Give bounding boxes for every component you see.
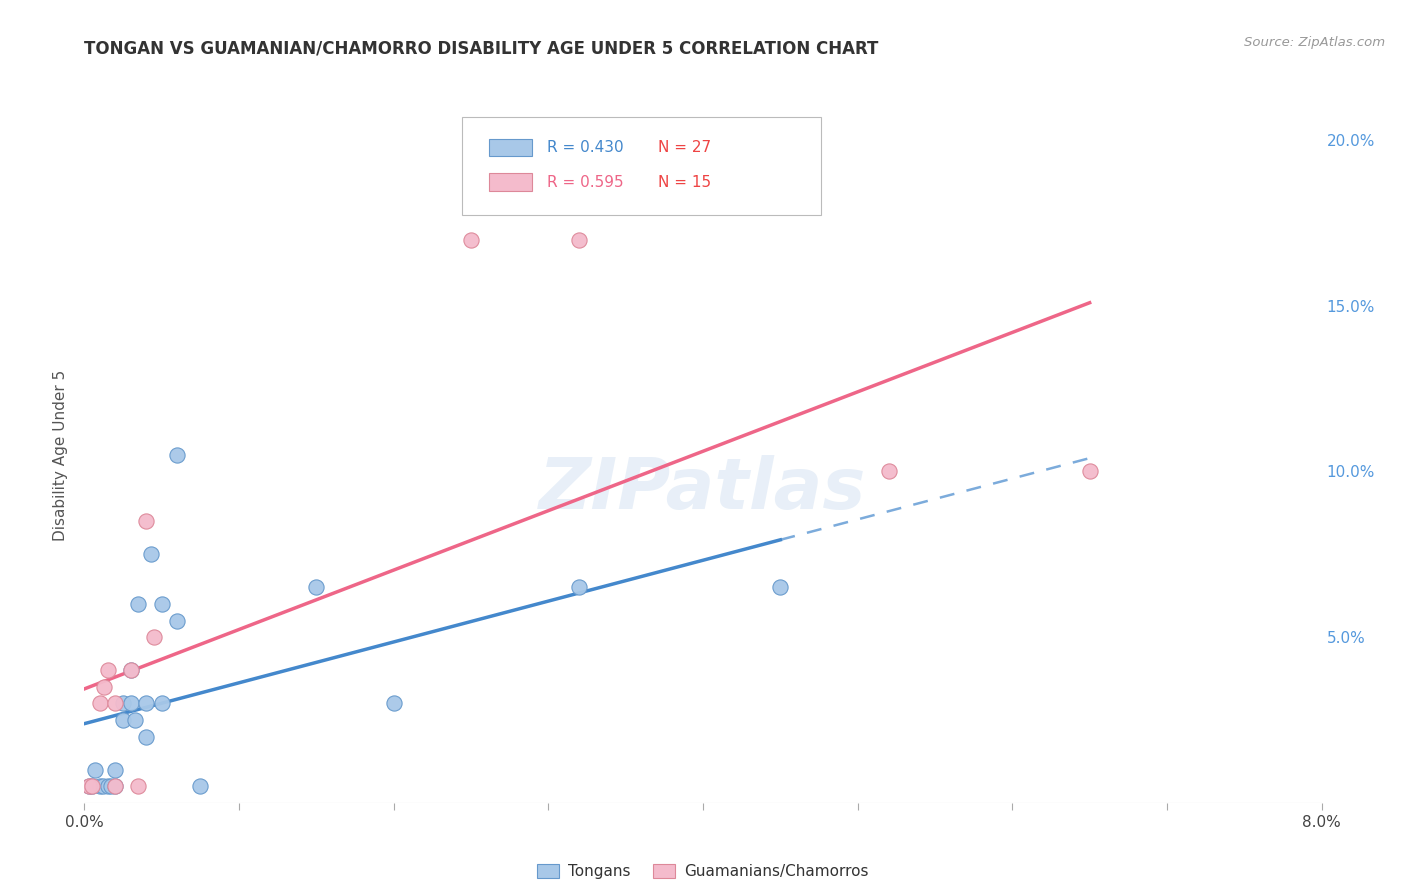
Point [166,448,188,462]
Point [150,597,173,611]
Point [104,697,127,711]
Text: Source: ZipAtlas.com: Source: ZipAtlas.com [1244,36,1385,49]
Point [143,630,166,644]
Point [128,779,150,793]
Point [769,581,792,595]
Text: R = 0.595: R = 0.595 [547,175,624,190]
Point [188,779,212,793]
Point [135,697,157,711]
FancyBboxPatch shape [489,173,533,191]
Point [135,514,157,528]
Legend: Tongans, Guamanians/Chamorros: Tongans, Guamanians/Chamorros [531,858,875,886]
Point [1078,465,1101,479]
Point [82,779,104,793]
Point [82,779,104,793]
Point [112,713,135,727]
Point [305,581,328,595]
Point [120,663,142,677]
Text: TONGAN VS GUAMANIAN/CHAMORRO DISABILITY AGE UNDER 5 CORRELATION CHART: TONGAN VS GUAMANIAN/CHAMORRO DISABILITY … [84,40,879,58]
Point [77,779,100,793]
Point [104,779,127,793]
Point [460,233,482,247]
Point [124,713,146,727]
Point [96,663,120,677]
Point [89,697,111,711]
Point [120,663,142,677]
Point [84,763,107,777]
Point [100,779,122,793]
Point [96,779,120,793]
Text: R = 0.430: R = 0.430 [547,140,624,155]
Point [135,730,157,744]
Point [112,697,135,711]
FancyBboxPatch shape [489,138,533,156]
Point [150,697,173,711]
Point [382,697,405,711]
Point [91,779,114,793]
Point [568,233,591,247]
Point [89,779,111,793]
Point [93,680,115,694]
Point [166,614,188,628]
Text: ZIPatlas: ZIPatlas [540,455,866,524]
FancyBboxPatch shape [461,118,821,215]
Y-axis label: Disability Age Under 5: Disability Age Under 5 [52,369,67,541]
Point [104,763,127,777]
Text: N = 15: N = 15 [658,175,711,190]
Point [128,597,150,611]
Point [877,465,900,479]
Point [120,697,142,711]
Point [568,581,591,595]
Text: N = 27: N = 27 [658,140,711,155]
Point [77,779,100,793]
Point [139,547,162,561]
Point [104,779,127,793]
